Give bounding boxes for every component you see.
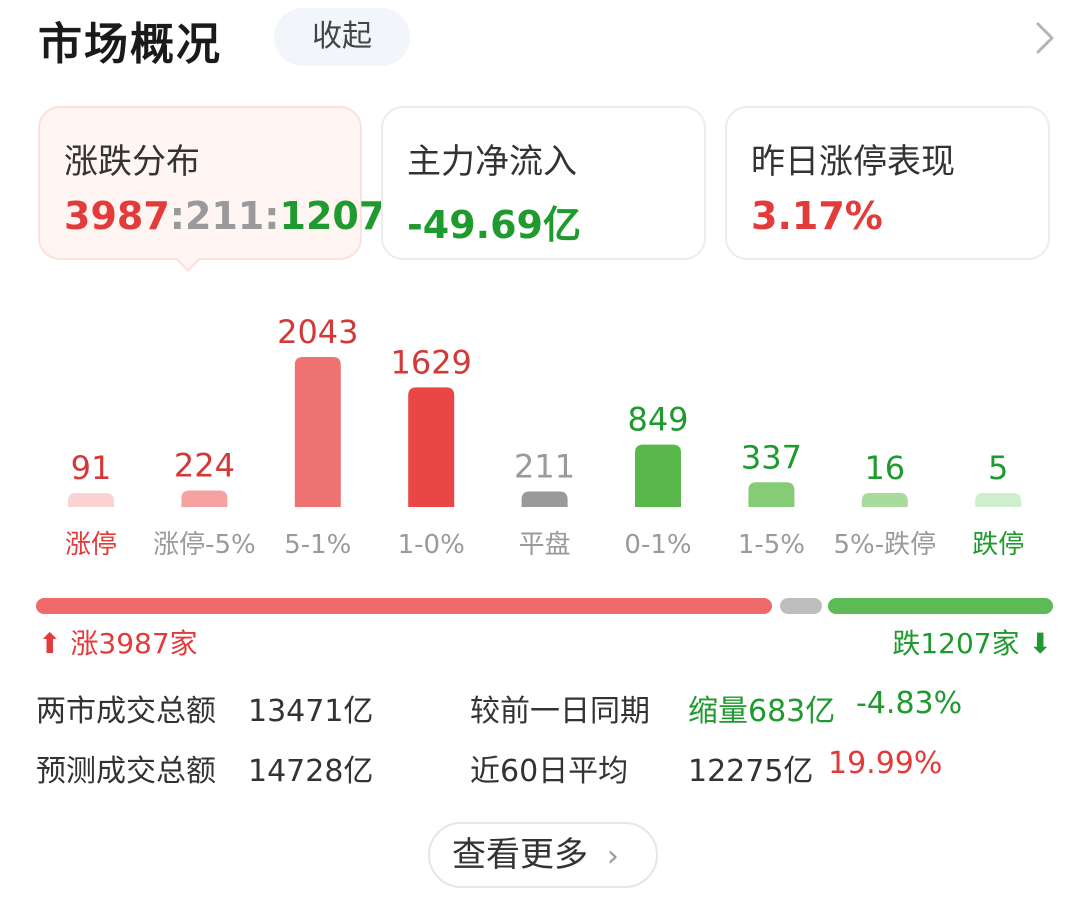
down-total-label: 跌1207家 bbox=[892, 627, 1020, 660]
distribution-bar bbox=[748, 482, 795, 507]
separator: : bbox=[169, 194, 185, 238]
header: 市场概况 收起 bbox=[0, 0, 1088, 80]
down-count-value: 1207 bbox=[279, 194, 386, 238]
distribution-bar bbox=[408, 387, 455, 507]
compare-label: 较前一日同期 bbox=[470, 694, 650, 729]
chevron-right-icon: › bbox=[606, 839, 619, 874]
card-label: 涨跌分布 bbox=[64, 142, 200, 182]
up-ratio-segment bbox=[36, 598, 772, 614]
category-label: 5%-跌停 bbox=[833, 530, 936, 560]
turnover-label: 两市成交总额 bbox=[36, 694, 216, 729]
card-label: 昨日涨停表现 bbox=[751, 142, 955, 182]
card-rise-fall-distribution[interactable]: 涨跌分布 3987:211:1207 bbox=[38, 106, 385, 260]
collapse-button[interactable]: 收起 bbox=[274, 8, 410, 66]
flat-ratio-segment bbox=[780, 598, 822, 614]
category-label: 0-1% bbox=[624, 530, 691, 560]
category-label: 5-1% bbox=[284, 530, 351, 560]
card-main-net-inflow[interactable]: 主力净流入 -49.69亿 bbox=[381, 106, 706, 260]
bar-value-label: 211 bbox=[514, 448, 575, 486]
distribution-bar bbox=[181, 490, 228, 507]
category-label: 涨停-5% bbox=[153, 530, 256, 560]
category-label: 1-5% bbox=[738, 530, 805, 560]
bar-value-label: 849 bbox=[627, 401, 688, 439]
chevron-right-icon[interactable] bbox=[1030, 20, 1060, 56]
distribution-bar bbox=[975, 493, 1022, 507]
category-label: 涨停 bbox=[65, 530, 117, 560]
distribution-bar bbox=[635, 444, 681, 507]
distribution-bar bbox=[68, 493, 114, 507]
view-more-button[interactable]: 查看更多 › bbox=[428, 822, 658, 888]
bar-value-label: 5 bbox=[988, 449, 1008, 487]
down-total: 跌1207家 ⬇ bbox=[892, 622, 1052, 662]
page-title: 市场概况 bbox=[38, 19, 222, 70]
bar-value-label: 337 bbox=[741, 438, 802, 476]
net-inflow-value: -49.69亿 bbox=[407, 203, 581, 247]
avg-percent: 19.99% bbox=[828, 746, 943, 781]
bar-value-label: 16 bbox=[864, 449, 905, 487]
category-label: 跌停 bbox=[972, 530, 1024, 560]
compare-percent: -4.83% bbox=[856, 686, 963, 721]
view-more-label: 查看更多 bbox=[452, 835, 588, 875]
compare-value: 缩量683亿 bbox=[688, 694, 836, 729]
category-label: 平盘 bbox=[519, 530, 571, 560]
arrow-up-icon: ⬆ bbox=[38, 627, 62, 660]
avg-label: 近60日平均 bbox=[470, 754, 629, 789]
arrow-down-icon: ⬇ bbox=[1028, 627, 1052, 660]
distribution-bar-chart: 91 涨停 224 涨停-5% 2043 5-1% 1629 1-0% 211 平盘 849 0-1%… bbox=[65, 313, 1024, 560]
bar-value-label: 91 bbox=[71, 449, 112, 487]
card-yesterday-limit-up[interactable]: 昨日涨停表现 3.17% bbox=[725, 106, 1050, 260]
bar-value-label: 224 bbox=[174, 447, 235, 485]
up-count-value: 3987 bbox=[64, 194, 170, 238]
distribution-bar bbox=[521, 491, 568, 507]
avg-value: 12275亿 bbox=[688, 754, 814, 789]
down-ratio-segment bbox=[828, 598, 1053, 614]
bar-value-label: 1629 bbox=[390, 343, 471, 381]
separator: : bbox=[264, 194, 280, 238]
rise-fall-ratio: 3987:211:1207 bbox=[64, 194, 385, 238]
turnover-value: 13471亿 bbox=[248, 694, 374, 729]
forecast-value: 14728亿 bbox=[248, 754, 374, 789]
limit-up-performance-value: 3.17% bbox=[751, 194, 883, 238]
category-label: 1-0% bbox=[398, 530, 465, 560]
bar-value-label: 2043 bbox=[277, 313, 358, 351]
flat-count-value: 211 bbox=[184, 194, 265, 238]
active-card-pointer-fill bbox=[176, 257, 200, 269]
distribution-bar bbox=[294, 357, 341, 507]
forecast-label: 预测成交总额 bbox=[36, 754, 216, 789]
card-label: 主力净流入 bbox=[407, 142, 577, 182]
distribution-bar bbox=[861, 493, 908, 507]
up-total-label: 涨3987家 bbox=[70, 627, 198, 660]
up-total: ⬆ 涨3987家 bbox=[38, 622, 198, 662]
